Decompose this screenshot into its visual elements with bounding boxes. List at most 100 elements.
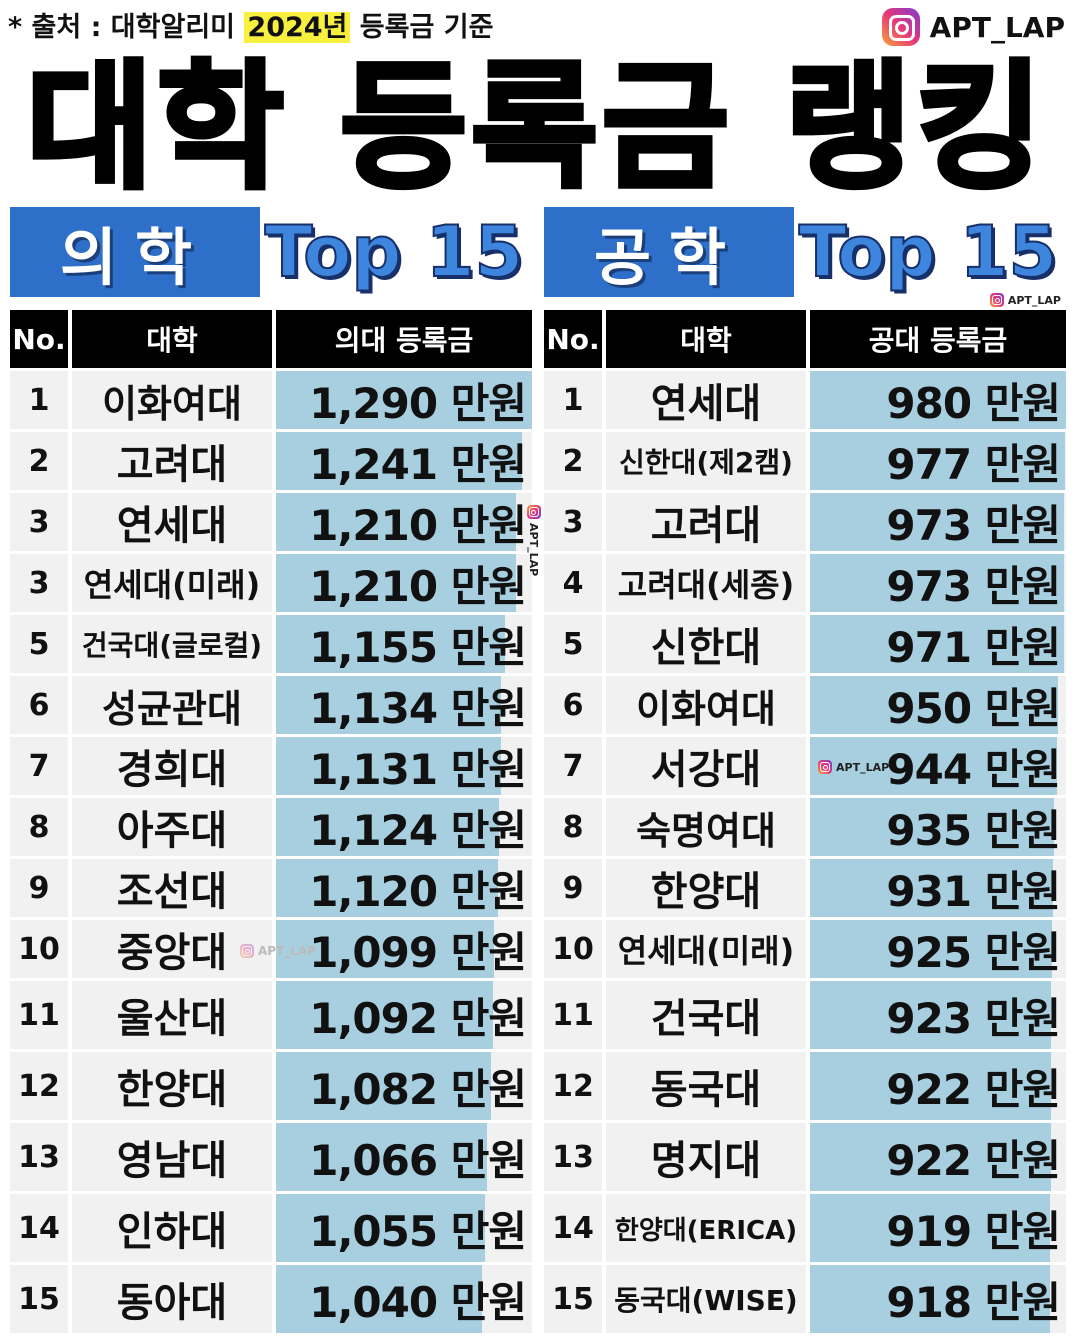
table-row: 6 성균관대 1,134 만원 — [10, 676, 532, 734]
table-row: 14 한양대(ERICA) 919 만원 — [544, 1194, 1066, 1262]
university-cell: 이화여대 — [606, 676, 806, 734]
university-cell: 한양대 — [606, 859, 806, 917]
tuition-cell: 922 만원 — [810, 1052, 1066, 1120]
tuition-cell: 1,120 만원 — [276, 859, 532, 917]
tuition-cell: 1,241 만원 — [276, 432, 532, 490]
rank-cell: 14 — [544, 1194, 602, 1262]
rank-cell: 6 — [544, 676, 602, 734]
university-cell: 한양대(ERICA) — [606, 1194, 806, 1262]
tuition-label: 944 만원 — [886, 744, 1061, 794]
watermark-text: APT_LAP — [1007, 293, 1061, 307]
tuition-cell: 944 만원 — [810, 737, 1066, 795]
tuition-cell: 935 만원 — [810, 798, 1066, 856]
university-cell: 영남대 — [72, 1123, 272, 1191]
tuition-bar — [810, 554, 1065, 612]
table-row: 8 아주대 1,124 만원 — [10, 798, 532, 856]
header-no: No. — [10, 310, 68, 368]
medicine-tuition-table: No. 대학 의대 등록금 1 이화여대 1,290 만원 2 고려대 1,241 만원 3… — [10, 310, 532, 1336]
tuition-label: 931 만원 — [886, 866, 1061, 916]
tuition-cell: 973 만원 — [810, 493, 1066, 551]
tuition-bar — [810, 615, 1064, 673]
tuition-cell: 1,210 만원 — [276, 554, 532, 612]
tuition-label: 971 만원 — [886, 622, 1061, 672]
tuition-label: 925 만원 — [886, 927, 1061, 977]
tuition-label: 977 만원 — [886, 439, 1061, 489]
tuition-cell: 980 만원 — [810, 371, 1066, 429]
tuition-cell: 1,134 만원 — [276, 676, 532, 734]
tuition-cell: 931 만원 — [810, 859, 1066, 917]
tuition-label: 1,241 만원 — [309, 439, 527, 489]
rank-cell: 9 — [10, 859, 68, 917]
university-cell: 건국대(글로컬) — [72, 615, 272, 673]
tuition-cell: 1,066 만원 — [276, 1123, 532, 1191]
rank-cell: 1 — [544, 371, 602, 429]
table-row: 6 이화여대 950 만원 — [544, 676, 1066, 734]
rank-cell: 11 — [544, 981, 602, 1049]
table-row: 5 신한대 971 만원 — [544, 615, 1066, 673]
source-year-highlight: 2024년 — [244, 12, 351, 43]
watermark-faint: APT_LAP — [240, 944, 316, 958]
tuition-cell: 1,290 만원 — [276, 371, 532, 429]
university-cell: 연세대(미래) — [606, 920, 806, 978]
watermark-text: APT_LAP — [258, 944, 316, 958]
tuition-bar — [810, 432, 1066, 490]
table-row: 3 연세대 1,210 만원 — [10, 493, 532, 551]
table-row: 1 연세대 980 만원 — [544, 371, 1066, 429]
table-row: 2 고려대 1,241 만원 — [10, 432, 532, 490]
table-row: 13 명지대 922 만원 — [544, 1123, 1066, 1191]
table-row: 5 건국대(글로컬) 1,155 만원 — [10, 615, 532, 673]
table-row: 11 울산대 1,092 만원 — [10, 981, 532, 1049]
tuition-bar — [276, 371, 532, 429]
tuition-cell: 977 만원 — [810, 432, 1066, 490]
table-row: 12 한양대 1,082 만원 — [10, 1052, 532, 1120]
tuition-label: 1,092 만원 — [309, 993, 527, 1043]
tuition-label: 950 만원 — [886, 683, 1061, 733]
university-cell: 연세대 — [72, 493, 272, 551]
tuition-cell: 950 만원 — [810, 676, 1066, 734]
tuition-cell: 919 만원 — [810, 1194, 1066, 1262]
header-no: No. — [544, 310, 602, 368]
tuition-cell: 1,055 만원 — [276, 1194, 532, 1262]
tuition-bar — [276, 493, 517, 551]
watermark-text: APT_LAP — [836, 760, 890, 774]
university-cell: 고려대 — [72, 432, 272, 490]
tuition-bar — [810, 920, 1052, 978]
tuition-bar — [276, 1194, 486, 1262]
university-cell: 연세대 — [606, 371, 806, 429]
header-university: 대학 — [606, 310, 806, 368]
tuition-bar — [276, 676, 502, 734]
topn-label-engineering: Top 15 — [798, 210, 1058, 294]
tuition-cell: 1,131 만원 — [276, 737, 532, 795]
table-row: 7 경희대 1,131 만원 — [10, 737, 532, 795]
tuition-cell: 1,099 만원 — [276, 920, 532, 978]
table-row: 3 연세대(미래) 1,210 만원 — [10, 554, 532, 612]
brand-handle: APT_LAP — [929, 10, 1065, 44]
university-cell: 경희대 — [72, 737, 272, 795]
tuition-label: 922 만원 — [886, 1064, 1061, 1114]
tuition-cell: 1,155 만원 — [276, 615, 532, 673]
tuition-bar — [276, 1123, 488, 1191]
instagram-icon — [989, 293, 1004, 307]
tuition-bar — [276, 859, 499, 917]
university-cell: 서강대 — [606, 737, 806, 795]
university-cell: 울산대 — [72, 981, 272, 1049]
tuition-cell: 1,040 만원 — [276, 1265, 532, 1333]
rank-cell: 1 — [10, 371, 68, 429]
table-header: No. 대학 의대 등록금 — [10, 310, 532, 368]
tuition-label: 1,082 만원 — [309, 1064, 527, 1114]
rank-cell: 7 — [544, 737, 602, 795]
subject-label-engineering: 공학 — [544, 207, 794, 297]
rank-cell: 5 — [544, 615, 602, 673]
tuition-label: 918 만원 — [886, 1277, 1061, 1327]
table-row: 15 동아대 1,040 만원 — [10, 1265, 532, 1333]
table-row: 10 중앙대 1,099 만원 — [10, 920, 532, 978]
university-cell: 동국대 — [606, 1052, 806, 1120]
tuition-bar — [810, 676, 1059, 734]
tuition-bar — [810, 981, 1052, 1049]
tuition-bar — [810, 798, 1055, 856]
rank-cell: 3 — [10, 554, 68, 612]
engineering-tuition-table: No. 대학 공대 등록금 1 연세대 980 만원 2 신한대(제2캠) 977 만원 3… — [544, 310, 1066, 1336]
tuition-cell: 1,124 만원 — [276, 798, 532, 856]
tuition-label: 922 만원 — [886, 1135, 1061, 1185]
tuition-bar — [276, 1265, 483, 1333]
